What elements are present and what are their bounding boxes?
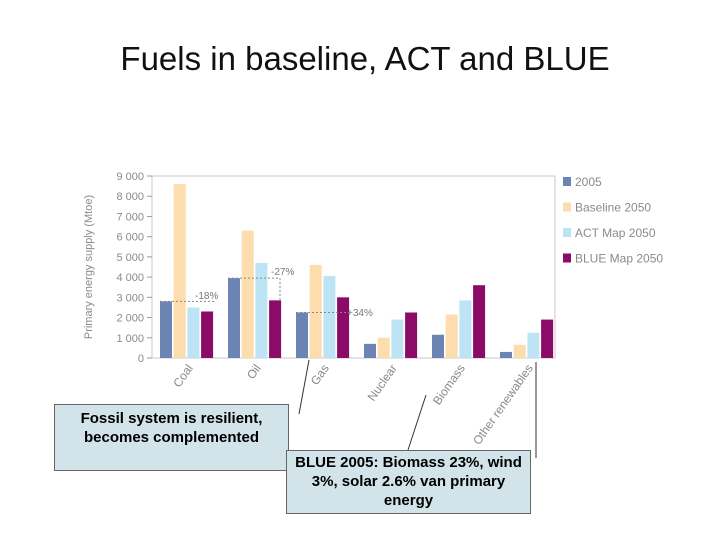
legend-label: ACT Map 2050 xyxy=(575,226,656,240)
bar-2-4 xyxy=(459,300,472,358)
plot-area xyxy=(151,175,556,359)
callout-blue: BLUE 2005: Biomass 23%, wind 3%, solar 2… xyxy=(286,450,531,514)
bar-1-0 xyxy=(173,184,186,358)
bar-1-4 xyxy=(445,314,458,358)
x-tick-label: Biomass xyxy=(430,362,468,408)
bar-3-1 xyxy=(269,300,282,358)
y-axis-label: Primary energy supply (Mtoe) xyxy=(83,195,95,339)
annotation-label: +34% xyxy=(347,308,373,319)
y-tick-label: 1 000 xyxy=(116,333,144,345)
bar-1-1 xyxy=(241,230,254,358)
legend-label: BLUE Map 2050 xyxy=(575,252,663,266)
y-tick-label: 6 000 xyxy=(116,232,144,244)
y-tick-label: 5 000 xyxy=(116,252,144,264)
legend-swatch xyxy=(563,202,571,212)
bar-2-1 xyxy=(255,262,268,358)
callout-pointer xyxy=(298,359,310,415)
x-tick-label: Coal xyxy=(170,362,196,390)
x-tick-label: Nuclear xyxy=(365,362,400,404)
bar-1-3 xyxy=(377,337,390,358)
x-tick-label: Oil xyxy=(244,362,264,382)
annotation-label: -27% xyxy=(271,267,294,278)
bar-1-5 xyxy=(513,344,526,358)
bar-2-0 xyxy=(187,307,200,358)
legend-swatch xyxy=(563,228,571,237)
bar-2-2 xyxy=(323,276,336,358)
legend-swatch xyxy=(563,177,571,186)
legend-label: Baseline 2050 xyxy=(575,201,651,215)
bar-3-5 xyxy=(541,319,554,358)
y-tick-label: 0 xyxy=(138,353,144,365)
slide-title: Fuels in baseline, ACT and BLUE xyxy=(120,40,610,77)
y-tick-label: 2 000 xyxy=(116,313,144,325)
bar-2-5 xyxy=(527,332,540,358)
bar-0-2 xyxy=(296,312,308,358)
bar-3-3 xyxy=(405,312,418,358)
y-tick-label: 9 000 xyxy=(116,171,144,183)
bar-3-2 xyxy=(337,297,350,358)
x-tick-label: Other renewables xyxy=(470,362,536,448)
bar-1-2 xyxy=(309,264,322,358)
callout-pointer xyxy=(407,394,427,451)
y-tick-label: 4 000 xyxy=(116,272,144,284)
bar-0-5 xyxy=(500,351,512,358)
y-tick-label: 3 000 xyxy=(116,292,144,304)
bar-0-1 xyxy=(228,278,240,358)
bar-3-4 xyxy=(473,285,486,358)
bar-0-0 xyxy=(160,301,172,358)
bar-0-3 xyxy=(364,343,376,358)
x-tick-label: Gas xyxy=(308,362,332,388)
callout-fossil: Fossil system is resilient, becomes comp… xyxy=(54,404,289,471)
legend-swatch xyxy=(563,253,571,263)
y-tick-label: 8 000 xyxy=(116,191,144,203)
legend-label: 2005 xyxy=(575,175,602,189)
annotation-label: -18% xyxy=(195,291,218,302)
bar-3-0 xyxy=(201,311,214,358)
y-tick-label: 7 000 xyxy=(116,211,144,223)
bar-2-3 xyxy=(391,319,404,358)
bar-0-4 xyxy=(432,334,444,358)
